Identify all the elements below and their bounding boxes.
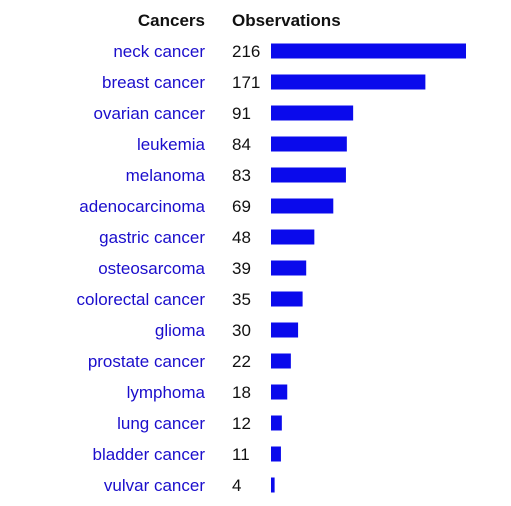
chart-row: colorectal cancer 35	[76, 290, 303, 309]
chart-row: adenocarcinoma 69	[79, 197, 334, 216]
value-label: 30	[232, 321, 251, 340]
chart-row: ovarian cancer 91	[93, 104, 354, 123]
value-label: 12	[232, 414, 251, 433]
chart-row: gastric cancer 48	[99, 228, 315, 247]
chart-row: vulvar cancer 4	[104, 476, 275, 495]
chart-row: osteosarcoma 39	[98, 259, 307, 278]
value-label: 11	[232, 445, 250, 464]
category-label: lymphoma	[127, 383, 206, 402]
chart-row: melanoma 83	[126, 166, 346, 185]
value-label: 22	[232, 352, 251, 371]
bar	[271, 105, 354, 121]
bar	[271, 415, 282, 431]
chart-row: neck cancer 216	[113, 42, 466, 61]
value-label: 39	[232, 259, 251, 278]
category-label: osteosarcoma	[98, 259, 205, 278]
category-column-header: Cancers	[138, 11, 205, 30]
category-label: vulvar cancer	[104, 476, 205, 495]
bar	[271, 384, 288, 400]
bar	[271, 74, 426, 90]
chart-row: bladder cancer 11	[93, 445, 281, 464]
bar	[271, 167, 346, 183]
bar	[271, 446, 281, 462]
bar	[271, 322, 299, 338]
category-label: neck cancer	[113, 42, 205, 61]
value-label: 216	[232, 42, 260, 61]
category-label: leukemia	[137, 135, 206, 154]
category-label: gastric cancer	[99, 228, 205, 247]
chart-row: lymphoma 18	[127, 383, 288, 402]
chart-row: leukemia 84	[137, 135, 347, 154]
bar	[271, 229, 315, 245]
value-label: 35	[232, 290, 251, 309]
chart-rows: neck cancer 216 breast cancer 171 ovarian ca…	[76, 42, 466, 495]
category-label: melanoma	[126, 166, 206, 185]
chart-row: lung cancer 12	[117, 414, 282, 433]
bar	[271, 43, 466, 59]
bar	[271, 260, 307, 276]
bar	[271, 353, 291, 369]
category-label: glioma	[155, 321, 206, 340]
category-label: ovarian cancer	[93, 104, 205, 123]
value-label: 18	[232, 383, 251, 402]
bar	[271, 291, 303, 307]
bar	[271, 136, 347, 152]
value-label: 48	[232, 228, 251, 247]
category-label: colorectal cancer	[76, 290, 205, 309]
value-label: 84	[232, 135, 251, 154]
value-label: 69	[232, 197, 251, 216]
category-label: prostate cancer	[88, 352, 206, 371]
bar	[271, 477, 275, 493]
value-label: 83	[232, 166, 251, 185]
chart-row: prostate cancer 22	[88, 352, 291, 371]
category-label: bladder cancer	[93, 445, 206, 464]
category-label: breast cancer	[102, 73, 205, 92]
chart-row: glioma 30	[155, 321, 299, 340]
value-label: 171	[232, 73, 260, 92]
value-label: 91	[232, 104, 251, 123]
value-column-header: Observations	[232, 11, 341, 30]
chart-row: breast cancer 171	[102, 73, 426, 92]
category-label: lung cancer	[117, 414, 205, 433]
value-label: 4	[232, 476, 241, 495]
category-label: adenocarcinoma	[79, 197, 205, 216]
bar	[271, 198, 334, 214]
